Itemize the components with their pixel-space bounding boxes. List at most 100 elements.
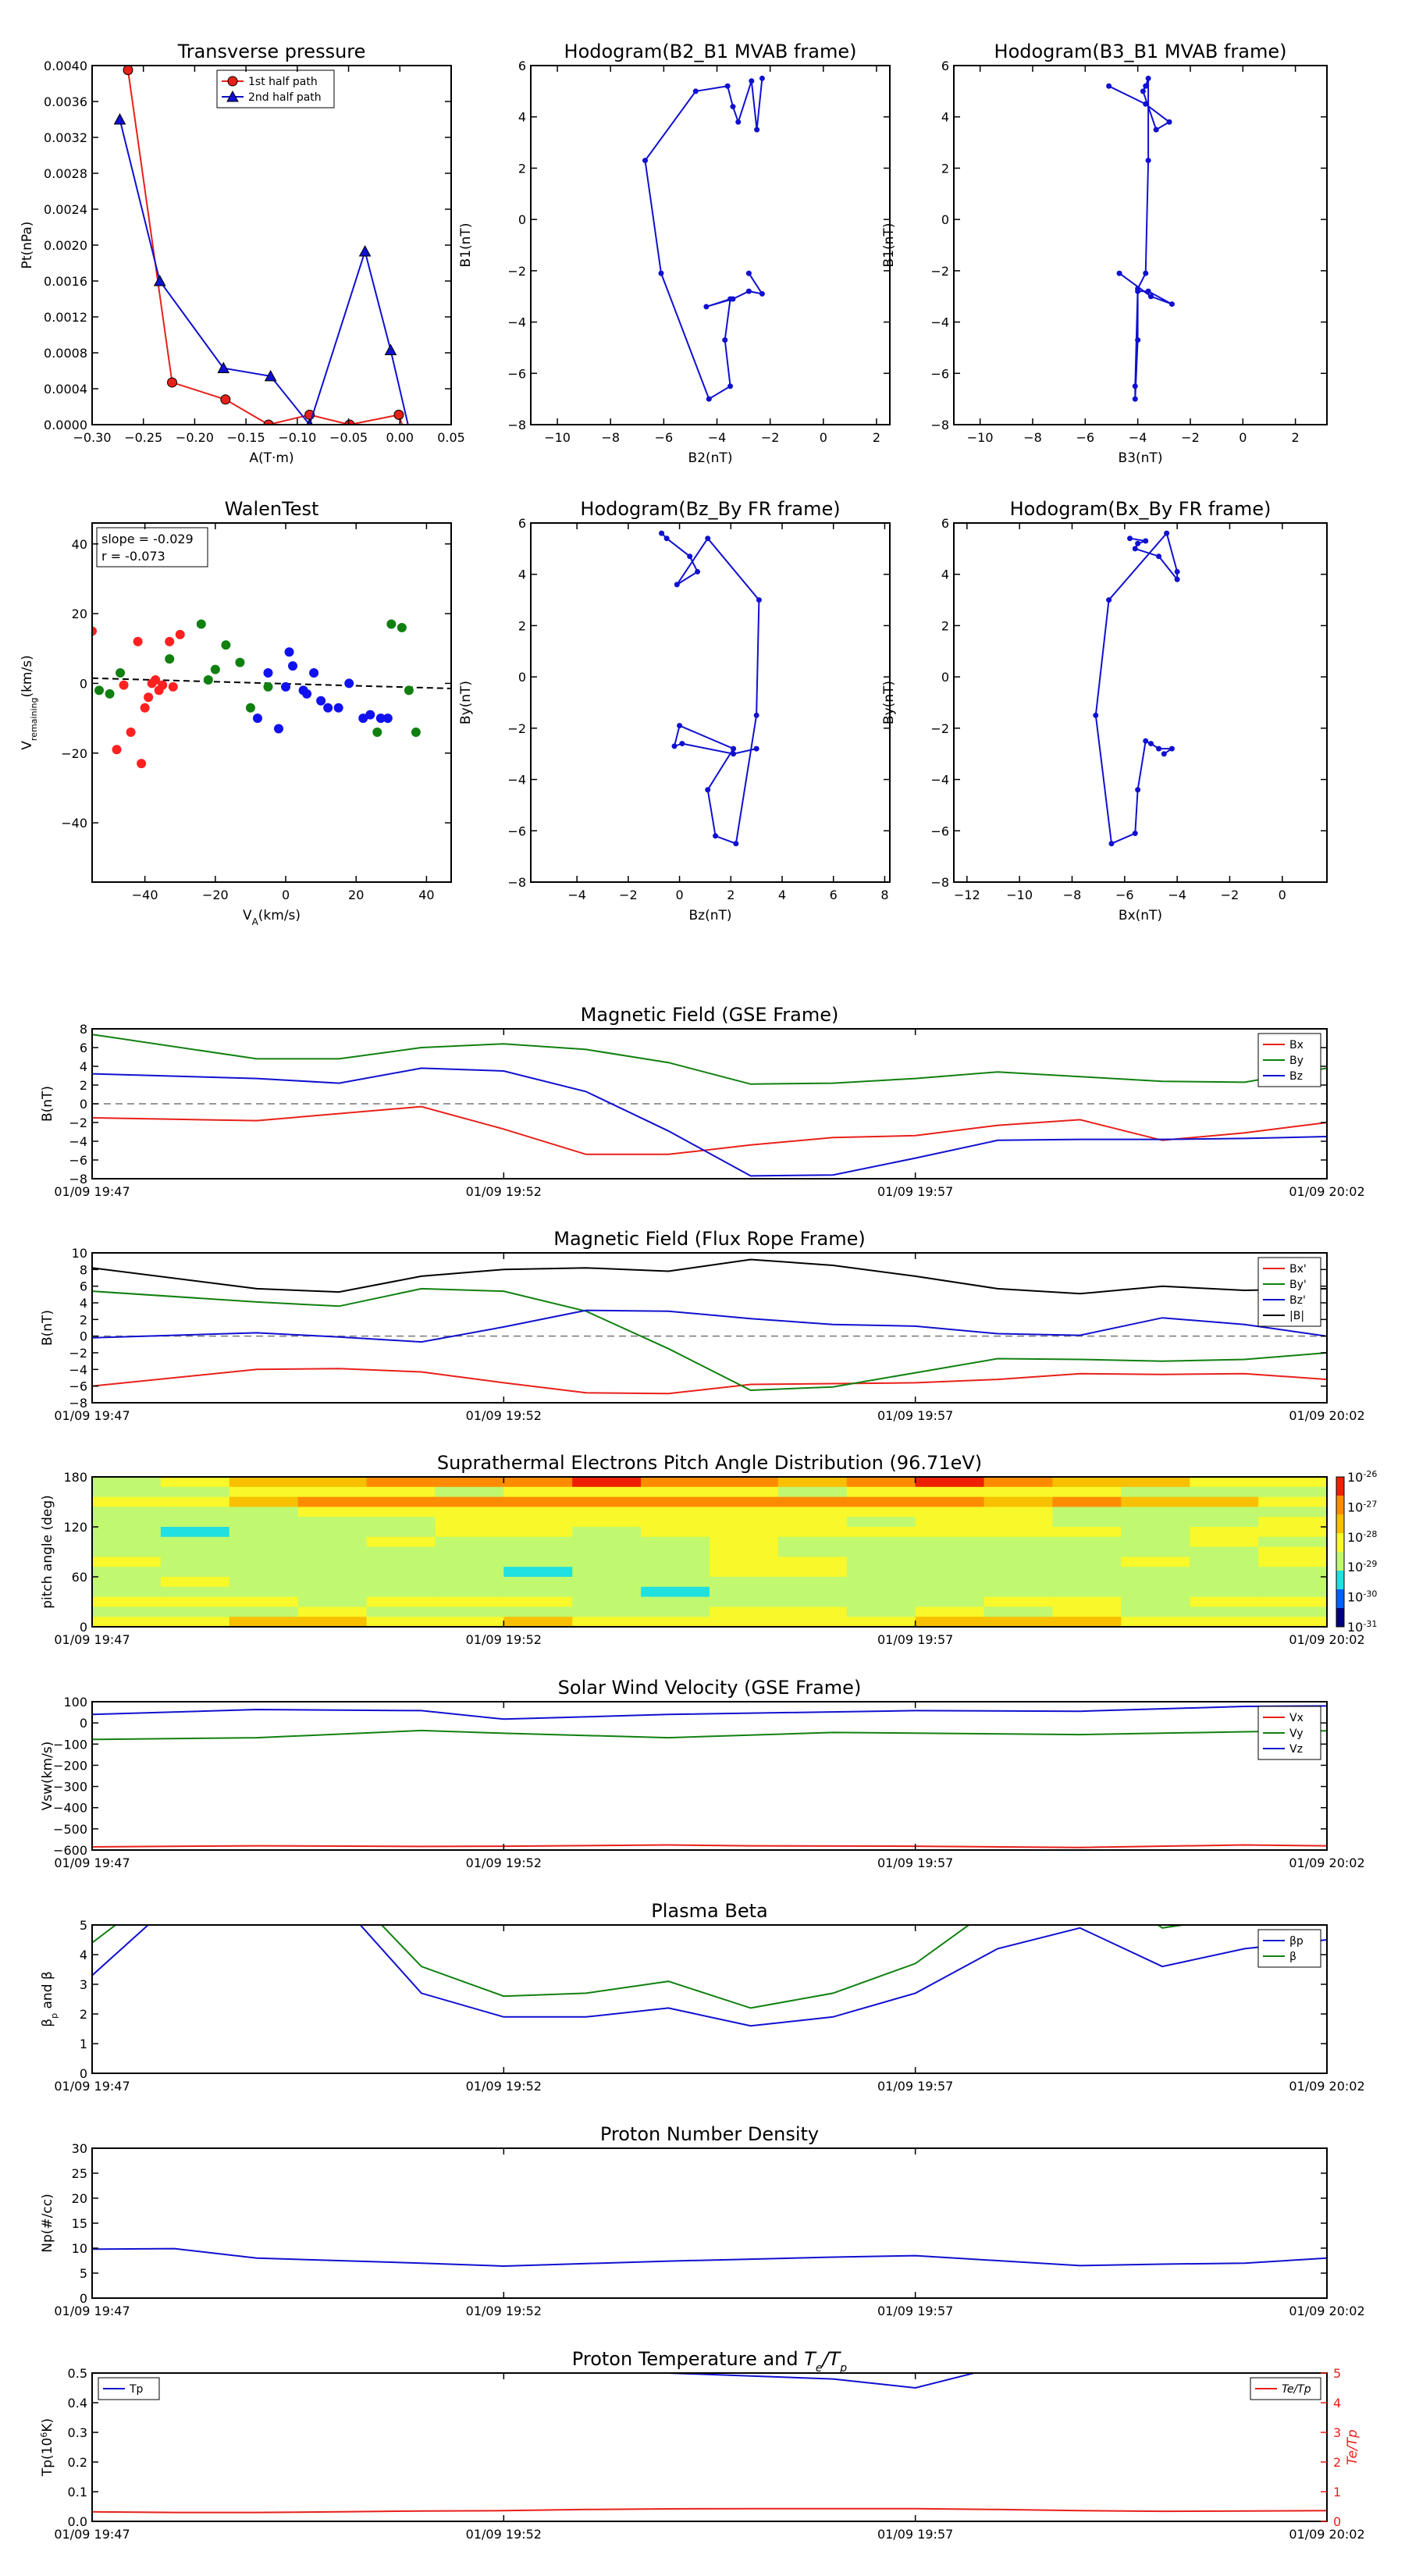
heatmap-cell bbox=[92, 1517, 162, 1528]
data-point bbox=[344, 419, 355, 425]
heatmap-cell bbox=[777, 1567, 848, 1578]
heatmap-cell bbox=[710, 1596, 779, 1607]
series-line bbox=[660, 532, 760, 845]
heatmap-cell bbox=[710, 1606, 779, 1617]
heatmap-cell bbox=[846, 1567, 916, 1578]
heatmap-cell bbox=[572, 1577, 642, 1588]
panel-pt: 1st half path 2nd half path −0.30 −0.25 −0.2… bbox=[20, 41, 465, 466]
heatmap-cell bbox=[503, 1517, 573, 1528]
heatmap-cell bbox=[366, 1606, 436, 1617]
y-axis-label: B(nT) bbox=[40, 1310, 55, 1346]
y-tick-label: 4 bbox=[80, 1948, 87, 1962]
heatmap-cell bbox=[1258, 1536, 1327, 1548]
heatmap-cell bbox=[1258, 1546, 1327, 1557]
heatmap-cell bbox=[641, 1617, 710, 1627]
y-tick-label: 180 bbox=[63, 1470, 87, 1485]
x-tick-label: −20 bbox=[202, 888, 229, 902]
data-point bbox=[1135, 288, 1141, 294]
heatmap-cell bbox=[435, 1557, 504, 1567]
x-tick-label: 2 bbox=[873, 430, 880, 445]
x-tick-label: 01/09 19:57 bbox=[877, 2527, 953, 2542]
y-tick-label: 2 bbox=[80, 1312, 87, 1327]
heatmap-cell bbox=[503, 1536, 573, 1548]
series-line bbox=[1094, 532, 1179, 845]
y-tick-label: 0.0008 bbox=[44, 346, 87, 361]
heatmap-cell bbox=[1190, 1496, 1259, 1507]
legend: Bx' By' Bz' |B| bbox=[1257, 1257, 1321, 1327]
legend-label: Vy bbox=[1289, 1727, 1304, 1740]
x-axis-label-sub: A bbox=[252, 916, 259, 927]
heatmap-cell bbox=[1052, 1507, 1122, 1517]
heatmap-cell bbox=[984, 1486, 1054, 1498]
legend-label: Bz bbox=[1289, 1070, 1303, 1083]
data-point bbox=[1147, 741, 1154, 747]
series--p bbox=[92, 1925, 1327, 2027]
y-axis-label-main: V bbox=[20, 741, 35, 750]
series-line bbox=[92, 1705, 1327, 1720]
data-point bbox=[384, 343, 397, 356]
colorbar-frame bbox=[1336, 1476, 1345, 1628]
data-point bbox=[658, 270, 664, 276]
data-point bbox=[1156, 553, 1162, 560]
y-tick-label: −6 bbox=[930, 824, 949, 838]
heatmap-cell bbox=[846, 1517, 916, 1528]
y-tick-label: 5 bbox=[80, 2266, 87, 2281]
data-point bbox=[220, 394, 231, 405]
heatmap-cell bbox=[777, 1536, 848, 1548]
heatmap-cell bbox=[503, 1596, 573, 1607]
data-point bbox=[642, 158, 649, 164]
colorbar-tick-base: 10 bbox=[1347, 1560, 1363, 1574]
heatmap-cell bbox=[366, 1617, 436, 1627]
heatmap-cells bbox=[92, 1477, 1327, 1627]
legend: 1st half path 2nd half path bbox=[216, 69, 335, 109]
y-tick-label: 0 bbox=[80, 1329, 87, 1344]
series-bx bbox=[92, 1105, 1327, 1155]
heatmap-cell bbox=[92, 1557, 162, 1567]
heatmap-cell bbox=[1052, 1596, 1122, 1607]
heatmap-cell bbox=[846, 1477, 916, 1488]
annotation-r: r = -0.073 bbox=[101, 549, 165, 564]
heatmap-cell bbox=[915, 1517, 985, 1528]
scatter-point bbox=[284, 647, 294, 657]
heatmap-cell bbox=[435, 1577, 504, 1588]
heatmap-cell bbox=[1121, 1517, 1190, 1528]
panel-h1: −10 −8 −6 −4 −2 0 2 −8 −6 −4 −2 0 2 4 6 Hodogram(B2_B1 … bbox=[458, 41, 891, 466]
heatmap-cell bbox=[366, 1527, 436, 1538]
heatmap-cell bbox=[915, 1557, 985, 1567]
scatter-point bbox=[375, 713, 386, 724]
data-point bbox=[1143, 101, 1149, 107]
chart-title: Plasma Beta bbox=[651, 1900, 767, 1922]
data-point bbox=[730, 104, 736, 110]
y-tick-label: −2 bbox=[507, 721, 526, 736]
data-point bbox=[1143, 270, 1149, 276]
y-tick-label: −8 bbox=[930, 875, 949, 890]
y-tick-label: 4 bbox=[80, 1296, 87, 1311]
scatter-point bbox=[116, 668, 126, 678]
heatmap-cell bbox=[366, 1496, 436, 1507]
heatmap-cell bbox=[160, 1536, 230, 1548]
scatter-point bbox=[119, 680, 129, 690]
legend-label: βp bbox=[1289, 1935, 1304, 1948]
series-vz bbox=[92, 1705, 1327, 1720]
heatmap-cell bbox=[229, 1606, 299, 1617]
x-tick-label: −2 bbox=[1181, 430, 1200, 445]
x-tick-label: 01/09 19:52 bbox=[466, 1856, 542, 1870]
y-tick-label: 6 bbox=[518, 516, 526, 531]
heatmap-cell bbox=[915, 1617, 985, 1627]
x-tick-label: 01/09 19:47 bbox=[54, 2527, 130, 2542]
heatmap-cell bbox=[366, 1557, 436, 1567]
heatmap-cell bbox=[641, 1517, 710, 1528]
heatmap-cell bbox=[297, 1586, 368, 1598]
x-axis-label: B2(nT) bbox=[688, 450, 733, 466]
heatmap-cell bbox=[92, 1546, 162, 1557]
heatmap-cell bbox=[777, 1546, 848, 1557]
scatter-point bbox=[158, 680, 168, 690]
y-tick-label: 4 bbox=[518, 110, 526, 125]
heatmap-cell bbox=[297, 1606, 368, 1617]
heatmap-cell bbox=[503, 1557, 573, 1567]
colorbar-tick-exp: -29 bbox=[1363, 1559, 1377, 1569]
series-bz bbox=[92, 1067, 1327, 1177]
heatmap-cell bbox=[641, 1536, 710, 1548]
heatmap-cell bbox=[92, 1577, 162, 1588]
